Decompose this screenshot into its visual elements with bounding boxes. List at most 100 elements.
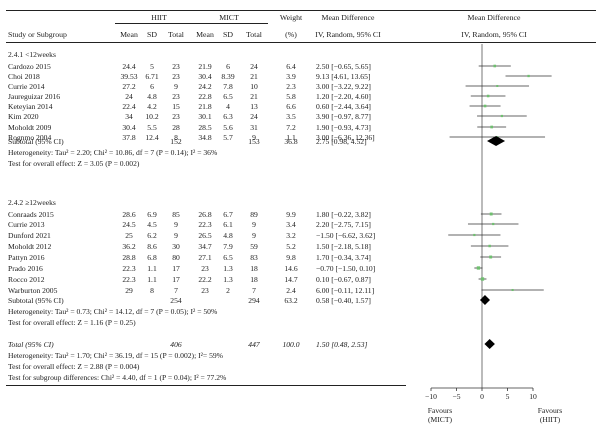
study-marker xyxy=(493,64,497,68)
study-weight-cell: 9.8 xyxy=(286,253,296,262)
mict-header: MICT xyxy=(219,13,239,22)
study-m1-cell: 22.3 xyxy=(122,264,136,273)
x-tick-label: −10 xyxy=(425,392,437,401)
hiit-total-header: Total xyxy=(168,30,184,39)
study-marker xyxy=(496,84,499,88)
hiit-underline xyxy=(115,23,203,24)
study-weight-cell: 14.7 xyxy=(284,275,298,284)
study-ci-cell: 1.90 [−0.93, 4.73] xyxy=(316,123,371,132)
subgroup-1-overall-effect: Test for overall effect: Z = 3.05 (P = 0… xyxy=(8,159,140,168)
pooled-diamond xyxy=(484,339,495,349)
plot-header-2: IV, Random, 95% CI xyxy=(461,30,527,39)
study-marker xyxy=(488,244,491,248)
study-m1-cell: 24 xyxy=(125,92,133,101)
study-ci-cell: 3.00 [−3.22, 9.22] xyxy=(316,82,371,91)
study-weight-cell: 6.4 xyxy=(286,62,296,71)
study-m2-cell: 34.7 xyxy=(198,242,212,251)
study-name: Jaureguizar 2016 xyxy=(8,92,61,101)
study-ci-cell: −1.50 [−6.62, 3.62] xyxy=(316,231,376,240)
study-n2-cell: 31 xyxy=(250,123,258,132)
study-m1-cell: 25 xyxy=(125,231,133,240)
study-n2-cell: 13 xyxy=(250,102,258,111)
favours-left-line1: Favours xyxy=(427,406,453,415)
study-n1-cell: 23 xyxy=(172,112,180,121)
study-m1-cell: 29 xyxy=(125,286,133,295)
x-tick-label: −5 xyxy=(452,392,460,401)
study-marker xyxy=(480,277,485,281)
study-m1-cell: 39.53 xyxy=(120,72,138,81)
subgroup-1-subtotal-weight: 36.8 xyxy=(284,137,298,146)
weight-header-1: Weight xyxy=(279,13,303,22)
subgroup-1-subtotal-ci: 2.75 [0.98, 4.52] xyxy=(316,137,367,146)
mict-underline xyxy=(190,23,268,24)
study-m2-cell: 28.5 xyxy=(198,123,212,132)
pooled-diamond xyxy=(479,295,491,305)
study-n2-cell: 18 xyxy=(250,275,258,284)
subgroup-1-title: 2.4.1 <12weeks xyxy=(8,50,56,59)
study-ci-cell: 1.50 [−2.18, 5.18] xyxy=(316,242,371,251)
study-n1-cell: 28 xyxy=(172,123,180,132)
study-sd2-cell: 6.1 xyxy=(223,220,233,229)
study-sd1-cell: 4.8 xyxy=(147,92,157,101)
study-weight-cell: 2.4 xyxy=(286,286,296,295)
favours-right-line1: Favours xyxy=(537,406,563,415)
subgroup-2-subtotal-weight: 63.2 xyxy=(284,296,298,305)
study-m2-cell: 26.8 xyxy=(198,210,212,219)
study-marker xyxy=(527,74,530,78)
mict-total-header: Total xyxy=(246,30,262,39)
study-marker xyxy=(492,222,495,226)
study-m1-cell: 27.2 xyxy=(122,82,136,91)
study-ci-cell: 0.60 [−2.44, 3.64] xyxy=(316,102,371,111)
study-m1-cell: 36.2 xyxy=(122,242,136,251)
study-marker xyxy=(476,266,481,270)
study-m1-cell: 34 xyxy=(125,112,133,121)
study-marker xyxy=(473,233,476,237)
study-name: Pattyn 2016 xyxy=(8,253,45,262)
study-n2-cell: 24 xyxy=(250,62,258,71)
plot-header-1: Mean Difference xyxy=(467,13,521,22)
study-ci-cell: 3.90 [−0.97, 8.77] xyxy=(316,112,371,121)
study-m2-cell: 26.5 xyxy=(198,231,212,240)
favours-right-line2: (HIIT) xyxy=(539,415,561,424)
study-name: Currie 2014 xyxy=(8,82,45,91)
study-name: Currie 2013 xyxy=(8,220,45,229)
study-ci-cell: −0.70 [−1.50, 0.10] xyxy=(316,264,376,273)
subgroup-2-title: 2.4.2 ≥12weeks xyxy=(8,198,56,207)
study-sd1-cell: 6 xyxy=(150,82,154,91)
subgroup-2-subtotal-n2: 294 xyxy=(248,296,260,305)
study-m1-cell: 30.4 xyxy=(122,123,136,132)
study-marker xyxy=(500,114,504,118)
study-n1-cell: 17 xyxy=(172,264,180,273)
study-name: Keteyian 2014 xyxy=(8,102,53,111)
study-sd1-cell: 8 xyxy=(150,286,154,295)
subgroup-1-heterogeneity: Heterogeneity: Tau² = 2.20; Chi² = 10.86… xyxy=(8,148,218,157)
study-sd2-cell: 7.8 xyxy=(223,82,233,91)
study-n2-cell: 9 xyxy=(252,231,256,240)
study-ci-cell: 6.00 [−0.11, 12.11] xyxy=(316,286,375,295)
study-n2-cell: 9 xyxy=(252,133,256,142)
study-ci-cell: 0.10 [−0.67, 0.87] xyxy=(316,275,371,284)
study-sd2-cell: 5.7 xyxy=(223,133,233,142)
study-n1-cell: 9 xyxy=(174,220,178,229)
study-sd2-cell: 5.6 xyxy=(223,123,233,132)
study-n1-cell: 30 xyxy=(172,242,180,251)
study-weight-cell: 14.6 xyxy=(284,264,298,273)
study-weight-cell: 9.9 xyxy=(286,210,296,219)
total-heterogeneity: Heterogeneity: Tau² = 1.70; Chi² = 36.19… xyxy=(8,351,223,360)
study-sd1-cell: 6.9 xyxy=(147,210,157,219)
subgroup-1-subtotal-label: Subtotal (95% CI) xyxy=(8,137,64,146)
study-n1-cell: 17 xyxy=(172,275,180,284)
study-marker xyxy=(511,288,514,292)
study-marker xyxy=(489,255,493,259)
study-m2-cell: 23 xyxy=(201,264,209,273)
study-weight-cell: 3.5 xyxy=(286,112,296,121)
study-name: Rocco 2012 xyxy=(8,275,45,284)
study-sd1-cell: 6.2 xyxy=(147,231,157,240)
study-n2-cell: 89 xyxy=(250,210,258,219)
study-m2-cell: 21.9 xyxy=(198,62,212,71)
total-ci: 1.50 [0.48, 2.53] xyxy=(316,340,368,349)
study-m2-cell: 22.3 xyxy=(198,220,212,229)
study-m1-cell: 37.8 xyxy=(122,133,136,142)
weight-header-2: (%) xyxy=(285,30,297,39)
